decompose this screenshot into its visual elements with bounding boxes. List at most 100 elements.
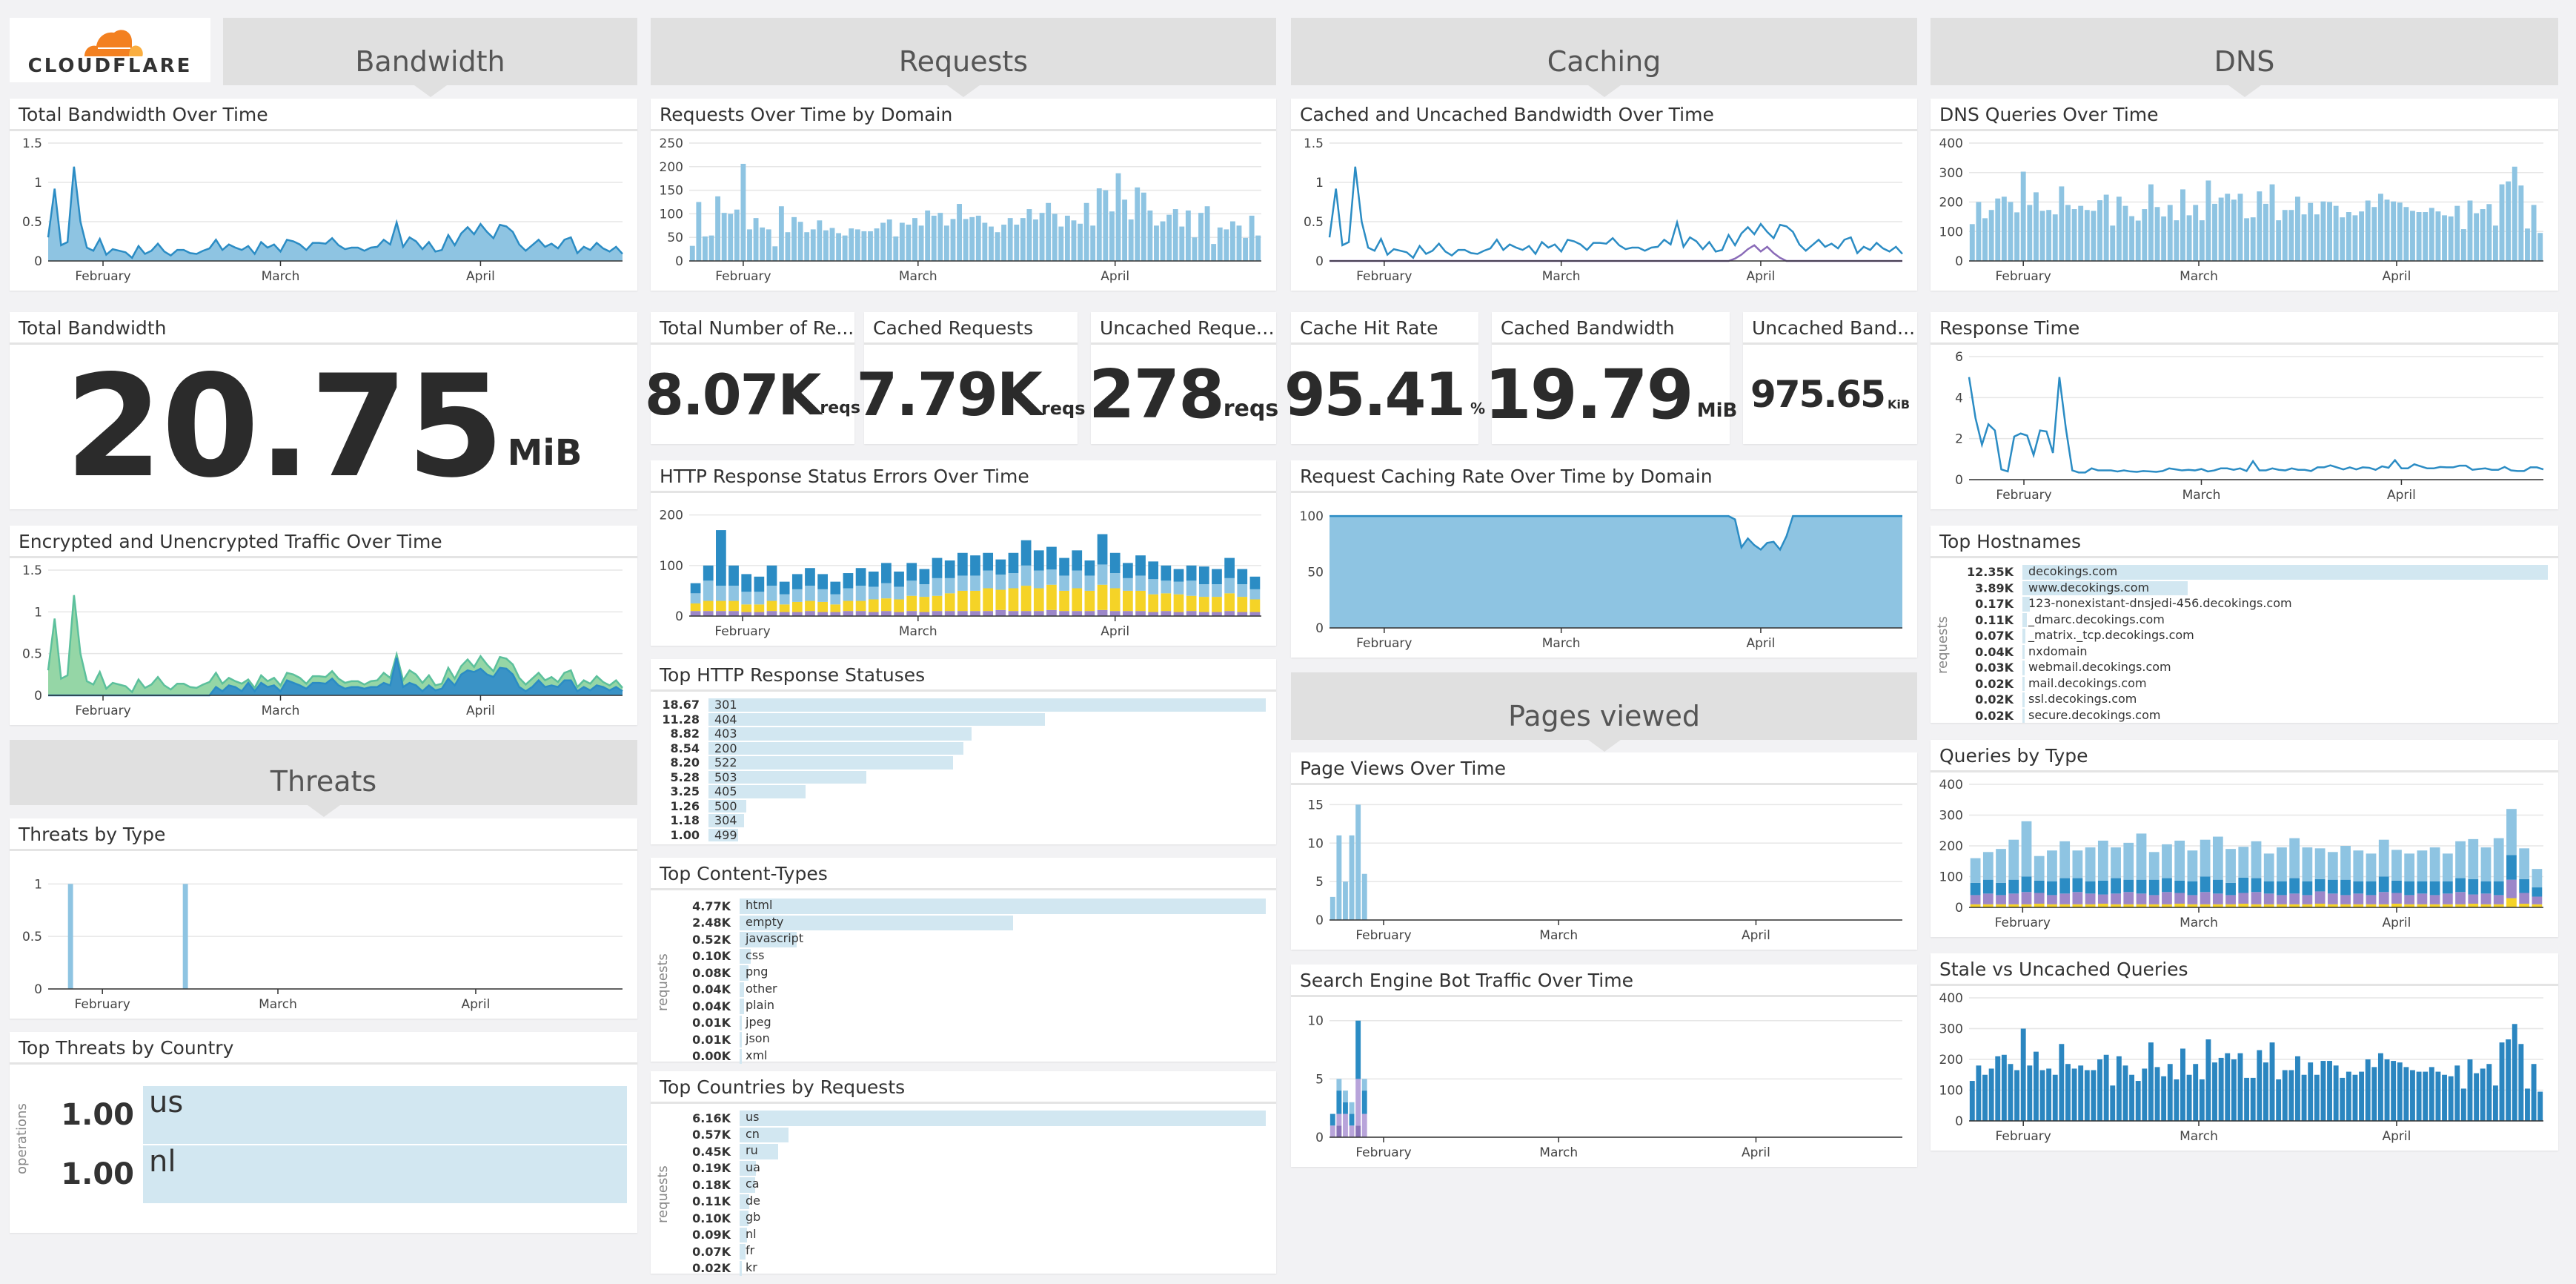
- bar: [2097, 880, 2108, 895]
- bar: [2532, 869, 2543, 888]
- bar: [1224, 611, 1235, 616]
- tile-uncached-requests[interactable]: Uncached Requests 278 reqs: [1089, 312, 1278, 444]
- list-label: _matrix._tcp.decokings.com: [2028, 628, 2194, 642]
- panel-top-threats-by-country[interactable]: Top Threats by Country operations 1.00 us 1…: [10, 1032, 637, 1233]
- x-tick-label: February: [714, 624, 770, 639]
- bar: [2442, 881, 2453, 894]
- y-tick-label: 0.5: [22, 647, 42, 662]
- bar: [957, 575, 968, 591]
- panel-page-views[interactable]: Page Views Over Time 0 5 10 15 February March…: [1291, 752, 1917, 950]
- list-item: 3.25 405: [658, 784, 1266, 799]
- panel-top-content-types[interactable]: Top Content-Types requests 4.77K html 2.48K…: [651, 858, 1276, 1065]
- list-item: 0.00K xml: [680, 1048, 1266, 1065]
- list-item: 18.67 301: [658, 698, 1266, 712]
- list-item: 0.04K other: [680, 982, 1266, 999]
- bar: [2123, 892, 2134, 904]
- list-label: us: [149, 1085, 184, 1119]
- panel-top-hostnames[interactable]: Top Hostnames requests 12.35K decokings.co…: [1931, 526, 2558, 723]
- list-value: 11.28: [662, 712, 700, 727]
- tile-unit: reqs: [820, 399, 861, 417]
- tile-cached-bandwidth[interactable]: Cached Bandwidth 19.79 MiB: [1484, 312, 1737, 444]
- bar: [2269, 184, 2275, 261]
- x-tick-label: February: [75, 269, 130, 284]
- panel-threats-by-type[interactable]: Threats by Type 0 0.5 1 February March April: [10, 818, 637, 1019]
- list-item: 0.11K de: [680, 1194, 1266, 1211]
- tile-cache-hit-rate[interactable]: Cache Hit Rate 95.41%: [1284, 312, 1485, 444]
- bar: [2135, 220, 2141, 261]
- panel-top-statuses[interactable]: Top HTTP Response Statuses 18.67 301 11.28…: [651, 659, 1276, 844]
- bar: [2493, 895, 2504, 904]
- bar: [2301, 1074, 2307, 1121]
- bar: [2359, 1071, 2365, 1121]
- panel-stale-vs-uncached[interactable]: Stale vs Uncached Queries 0 100 200 300 400 F…: [1931, 953, 2558, 1151]
- bar: [2072, 878, 2083, 893]
- panel-dns-queries[interactable]: DNS Queries Over Time 0 100 200 300 400 Febru…: [1931, 99, 2558, 291]
- bar: [716, 586, 726, 601]
- bar: [1198, 213, 1204, 261]
- bar: [2212, 203, 2217, 261]
- bar: [2295, 1056, 2300, 1121]
- section-title: Bandwidth: [355, 45, 505, 78]
- panel-bot-traffic[interactable]: Search Engine Bot Traffic Over Time 0 5 10…: [1291, 964, 1917, 1167]
- bar: [1008, 552, 1019, 574]
- list-bar: [740, 1015, 742, 1030]
- bar: [754, 604, 765, 612]
- bar: [1355, 1079, 1361, 1126]
- bar: [1046, 569, 1057, 585]
- panel-top-countries[interactable]: Top Countries by Requests requests 6.16K u…: [651, 1071, 1276, 1276]
- bar: [2123, 842, 2134, 880]
- panel-title: Page Views Over Time: [1291, 752, 1917, 785]
- bar: [983, 611, 994, 616]
- tile-cached-requests[interactable]: Cached Requests 7.79K reqs: [857, 312, 1085, 444]
- panel-requests-over-time[interactable]: Requests Over Time by Domain 0 50 100 150 20…: [651, 99, 1276, 291]
- bar: [2467, 200, 2473, 261]
- panel-caching-rate[interactable]: Request Caching Rate Over Time by Domain…: [1291, 460, 1917, 658]
- bar: [983, 588, 994, 612]
- bar: [2397, 1062, 2403, 1121]
- tile-value: 7.79K: [856, 360, 1043, 429]
- bar: [2468, 904, 2479, 907]
- bar: [906, 563, 917, 581]
- bar: [1059, 611, 1069, 616]
- bar: [2020, 1028, 2026, 1121]
- bar: [1343, 1091, 1348, 1102]
- bar: [2167, 205, 2173, 261]
- list-label: cn: [746, 1126, 760, 1141]
- bar: [2365, 200, 2371, 261]
- bar: [2129, 1074, 2135, 1121]
- bar: [855, 611, 866, 616]
- panel-total-bandwidth-over-time[interactable]: Total Bandwidth Over Time 0 0.5 1 1.5 Februa…: [10, 99, 637, 291]
- tile-uncached-bandwidth[interactable]: Uncached Band... 975.65 KiB: [1743, 312, 1917, 444]
- bar: [2340, 846, 2351, 880]
- panel-response-time[interactable]: Response Time 0 2 4 6 February March April: [1931, 312, 2558, 509]
- panel-encrypted-traffic[interactable]: Encrypted and Unencrypted Traffic Over T…: [10, 526, 637, 725]
- x-tick-label: April: [1746, 636, 1775, 651]
- panel-total-bandwidth[interactable]: Total Bandwidth 20.75 MiB: [10, 312, 637, 509]
- bar: [2417, 904, 2428, 907]
- list-value: 0.01K: [692, 1032, 731, 1047]
- bar: [766, 586, 777, 601]
- bar: [2199, 1079, 2205, 1121]
- section-title: Requests: [898, 45, 1029, 78]
- list-label: 522: [714, 755, 737, 770]
- bar: [842, 235, 848, 261]
- bar: [1109, 552, 1121, 574]
- bar: [2353, 893, 2364, 904]
- list-value: 8.54: [670, 741, 700, 755]
- panel-http-errors[interactable]: HTTP Response Status Errors Over Time 0 1…: [651, 460, 1276, 646]
- bar: [2052, 1074, 2058, 1121]
- tile-total-requests[interactable]: Total Number of Re... 8.07K reqs: [645, 312, 860, 444]
- list-label: us: [746, 1110, 760, 1124]
- panel-cached-uncached-bandwidth[interactable]: Cached and Uncached Bandwidth Over Time …: [1291, 99, 1917, 291]
- bar: [1072, 550, 1083, 571]
- bar: [2148, 879, 2160, 896]
- y-tick-label: 5: [1315, 875, 1324, 890]
- list-item: 3.89K www.decokings.com: [1960, 580, 2548, 597]
- list-item: 0.01K jpeg: [680, 1015, 1266, 1032]
- y-axis-label: operations: [14, 1103, 30, 1174]
- bar: [2122, 205, 2128, 261]
- bar: [1058, 226, 1064, 261]
- panel-queries-by-type[interactable]: Queries by Type 0 100 200 300 400 February Mar…: [1931, 740, 2558, 937]
- section-caching: Caching: [1291, 18, 1917, 97]
- list-item: 8.20 522: [658, 755, 1266, 770]
